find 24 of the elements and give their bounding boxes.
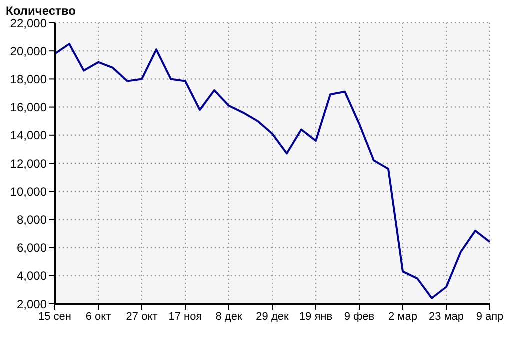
x-tick-label: 9 фев (344, 310, 375, 323)
y-axis-title: Количество (6, 4, 76, 18)
y-tick-label: 20,000 (10, 44, 48, 58)
x-tick-label: 9 апр (476, 310, 504, 323)
y-tick-label: 14,000 (10, 128, 48, 143)
y-tick-label: 18,000 (10, 72, 48, 86)
x-tick-label: 15 сен (38, 310, 72, 323)
x-tick-label: 2 мар (388, 310, 418, 323)
y-tick-label: 16,000 (10, 100, 48, 115)
x-tick-label: 27 окт (126, 310, 158, 323)
x-tick-label: 19 янв (299, 310, 333, 323)
x-tick-label: 6 окт (86, 310, 112, 323)
y-tick-label: 2,000 (16, 297, 48, 312)
y-tick-label: 8,000 (16, 212, 48, 227)
x-tick-label: 17 ноя (168, 310, 202, 323)
x-tick-label: 29 дек (256, 310, 290, 323)
x-tick-label: 8 дек (216, 310, 242, 323)
x-tick-label: 23 мар (428, 310, 464, 323)
y-tick-label: 10,000 (10, 184, 48, 199)
y-tick-label: 4,000 (16, 269, 48, 284)
line-series (55, 43, 490, 300)
y-tick-label: 6,000 (16, 241, 48, 256)
y-tick-label: 12,000 (10, 156, 48, 171)
y-tick-label: 22,000 (10, 16, 48, 30)
